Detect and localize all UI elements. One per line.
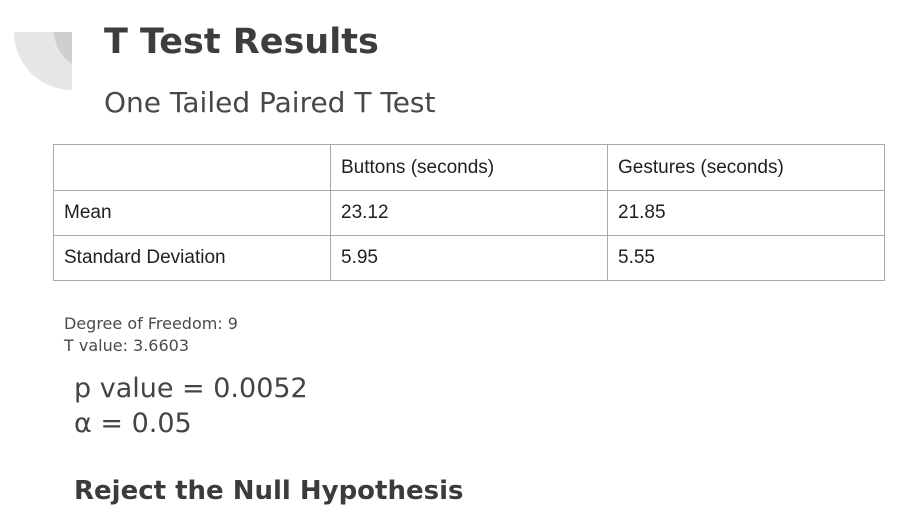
significance-block: p value = 0.0052 α = 0.05 [74, 371, 308, 441]
table-cell-gestures: 5.55 [607, 235, 885, 281]
table-header-cell-gestures: Gestures (seconds) [607, 144, 885, 191]
table-row: Standard Deviation 5.95 5.55 [53, 235, 885, 281]
stats-summary: Degree of Freedom: 9 T value: 3.6603 [64, 313, 238, 357]
t-value-text: T value: 3.6603 [64, 336, 190, 355]
table-header-row: Buttons (seconds) Gestures (seconds) [53, 144, 885, 191]
table-cell-buttons: 5.95 [330, 235, 608, 281]
table-row: Mean 23.12 21.85 [53, 190, 885, 236]
table-cell-gestures: 21.85 [607, 190, 885, 236]
table-cell-buttons: 23.12 [330, 190, 608, 236]
conclusion-text: Reject the Null Hypothesis [74, 476, 464, 506]
page-subtitle: One Tailed Paired T Test [104, 86, 436, 119]
table-header-cell-buttons: Buttons (seconds) [330, 144, 608, 191]
degree-of-freedom-text: Degree of Freedom: 9 [64, 314, 238, 333]
alpha-text: α = 0.05 [74, 408, 192, 439]
table-row-label: Mean [53, 190, 331, 236]
table-header-cell-empty [53, 144, 331, 191]
decorative-arc [14, 32, 72, 90]
results-table: Buttons (seconds) Gestures (seconds) Mea… [53, 144, 885, 281]
p-value-text: p value = 0.0052 [74, 373, 308, 404]
table-row-label: Standard Deviation [53, 235, 331, 281]
page-title: T Test Results [104, 22, 379, 62]
